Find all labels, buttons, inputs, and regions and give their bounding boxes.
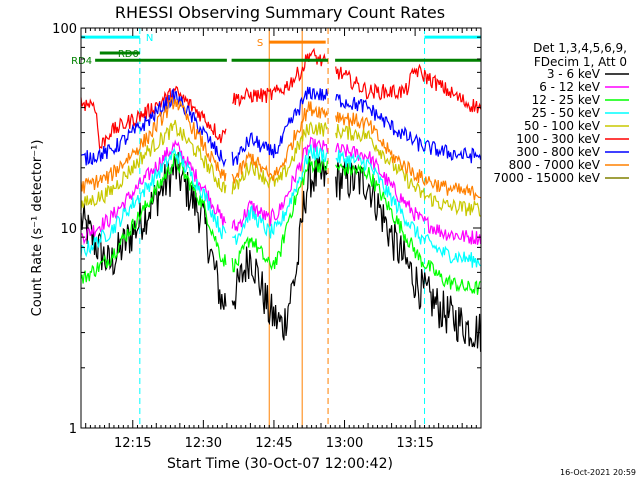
x-axis-label: Start Time (30-Oct-07 12:00:42) bbox=[167, 456, 393, 472]
flag-label: RD4 bbox=[71, 56, 92, 67]
y-tick-label: 10 bbox=[60, 222, 77, 237]
series-line bbox=[80, 97, 481, 201]
legend-label: 25 - 50 keV bbox=[532, 106, 601, 120]
series-layer bbox=[80, 47, 482, 352]
series-line bbox=[80, 152, 481, 295]
y-axis-label: Count Rate (s⁻¹ detector⁻¹) bbox=[30, 140, 45, 317]
series-line bbox=[80, 86, 482, 168]
x-tick-label: 12:30 bbox=[185, 436, 222, 451]
series-line bbox=[80, 119, 481, 217]
legend-label: 6 - 12 keV bbox=[539, 80, 601, 94]
flag-label: S bbox=[257, 38, 263, 49]
flag-label: N bbox=[146, 33, 153, 44]
flags-layer: N S RD0 RD4 bbox=[71, 33, 481, 67]
legend-label: 300 - 800 keV bbox=[516, 145, 600, 159]
legend-header-line: Det 1,3,4,5,6,9, bbox=[533, 41, 627, 55]
y-tick-label: 100 bbox=[52, 22, 77, 37]
legend-label: 3 - 6 keV bbox=[547, 67, 601, 81]
legend-label: 50 - 100 keV bbox=[524, 119, 601, 133]
series-line bbox=[80, 47, 482, 150]
legend-header-line: FDecim 1, Att 0 bbox=[534, 55, 627, 69]
footer-date-label: 16-Oct-2021 20:59 bbox=[560, 468, 636, 477]
legend-label: 7000 - 15000 keV bbox=[493, 171, 600, 185]
x-tick-label: 13:15 bbox=[396, 436, 433, 451]
legend-label: 800 - 7000 keV bbox=[509, 158, 601, 172]
legend-label: 100 - 300 keV bbox=[516, 132, 600, 146]
chart-title: RHESSI Observing Summary Count Rates bbox=[115, 3, 445, 22]
y-tick-label: 1 bbox=[69, 422, 77, 437]
series-line bbox=[80, 136, 482, 245]
series-line bbox=[80, 144, 481, 268]
x-tick-label: 13:00 bbox=[326, 436, 363, 451]
x-tick-label: 12:45 bbox=[255, 436, 292, 451]
x-tick-label: 12:15 bbox=[114, 436, 151, 451]
flag-label: RD0 bbox=[118, 49, 139, 60]
legend-label: 12 - 25 keV bbox=[532, 93, 601, 107]
axes-layer: 1 10 100 12:15 12:30 12:45 13:00 13:15 bbox=[52, 22, 482, 451]
